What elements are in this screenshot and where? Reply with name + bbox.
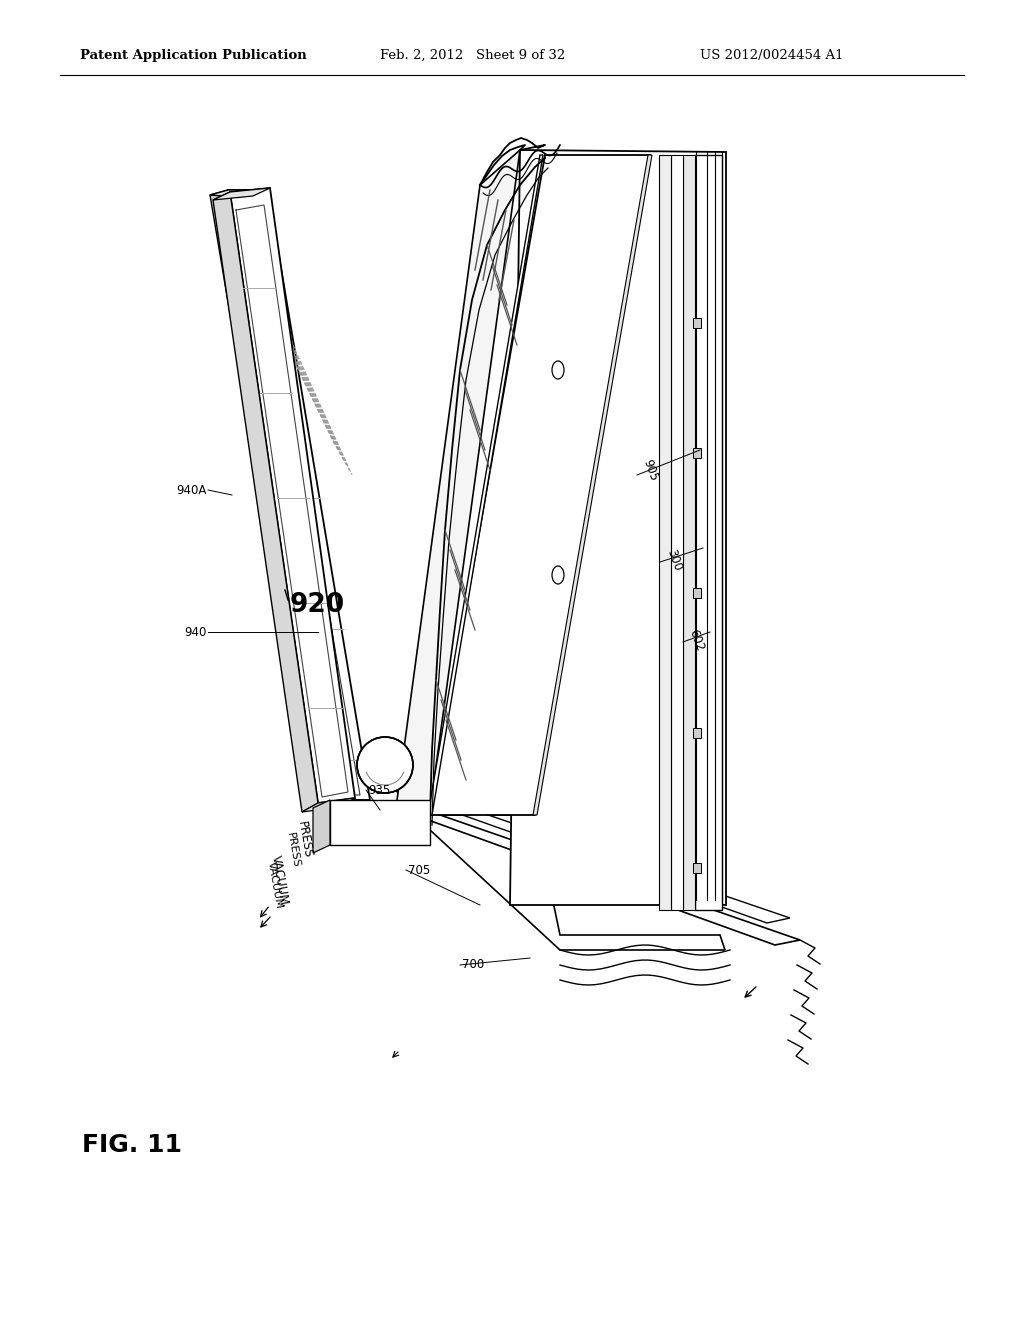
- Polygon shape: [428, 154, 543, 814]
- Polygon shape: [430, 814, 725, 950]
- Text: FIG. 11: FIG. 11: [82, 1133, 182, 1158]
- Text: 905: 905: [640, 457, 659, 483]
- FancyBboxPatch shape: [692, 727, 701, 738]
- Polygon shape: [302, 799, 355, 812]
- Polygon shape: [392, 789, 790, 923]
- Text: 300: 300: [664, 548, 684, 573]
- Text: 940A: 940A: [176, 483, 207, 496]
- Text: Feb. 2, 2012   Sheet 9 of 32: Feb. 2, 2012 Sheet 9 of 32: [380, 49, 565, 62]
- Polygon shape: [534, 154, 652, 814]
- Polygon shape: [430, 154, 650, 814]
- Polygon shape: [695, 154, 722, 909]
- Polygon shape: [683, 154, 695, 909]
- Text: Patent Application Publication: Patent Application Publication: [80, 49, 307, 62]
- Polygon shape: [671, 154, 683, 909]
- Text: 920: 920: [290, 591, 345, 618]
- FancyBboxPatch shape: [692, 447, 701, 458]
- Polygon shape: [659, 154, 671, 909]
- FancyBboxPatch shape: [692, 318, 701, 329]
- Polygon shape: [213, 187, 270, 201]
- Text: VACUUM: VACUUM: [269, 854, 291, 906]
- FancyBboxPatch shape: [692, 587, 701, 598]
- Polygon shape: [213, 191, 318, 812]
- Ellipse shape: [552, 566, 564, 583]
- Polygon shape: [210, 190, 268, 198]
- Text: VACUUM: VACUUM: [266, 861, 284, 909]
- Polygon shape: [313, 800, 330, 853]
- Text: 940: 940: [184, 626, 207, 639]
- Ellipse shape: [552, 360, 564, 379]
- Polygon shape: [330, 800, 430, 845]
- Polygon shape: [510, 150, 726, 906]
- Text: US 2012/0024454 A1: US 2012/0024454 A1: [700, 49, 844, 62]
- Circle shape: [357, 737, 413, 793]
- Text: 602: 602: [686, 627, 706, 652]
- Polygon shape: [395, 808, 800, 945]
- Text: 700: 700: [462, 958, 484, 972]
- Text: 935: 935: [368, 784, 390, 796]
- Polygon shape: [228, 190, 370, 800]
- Polygon shape: [210, 190, 330, 808]
- FancyBboxPatch shape: [692, 863, 701, 874]
- Polygon shape: [313, 800, 370, 808]
- Text: PRESS: PRESS: [295, 821, 314, 859]
- Text: PRESS: PRESS: [285, 832, 301, 869]
- Text: 705: 705: [408, 863, 430, 876]
- Polygon shape: [230, 187, 355, 803]
- Polygon shape: [395, 150, 520, 814]
